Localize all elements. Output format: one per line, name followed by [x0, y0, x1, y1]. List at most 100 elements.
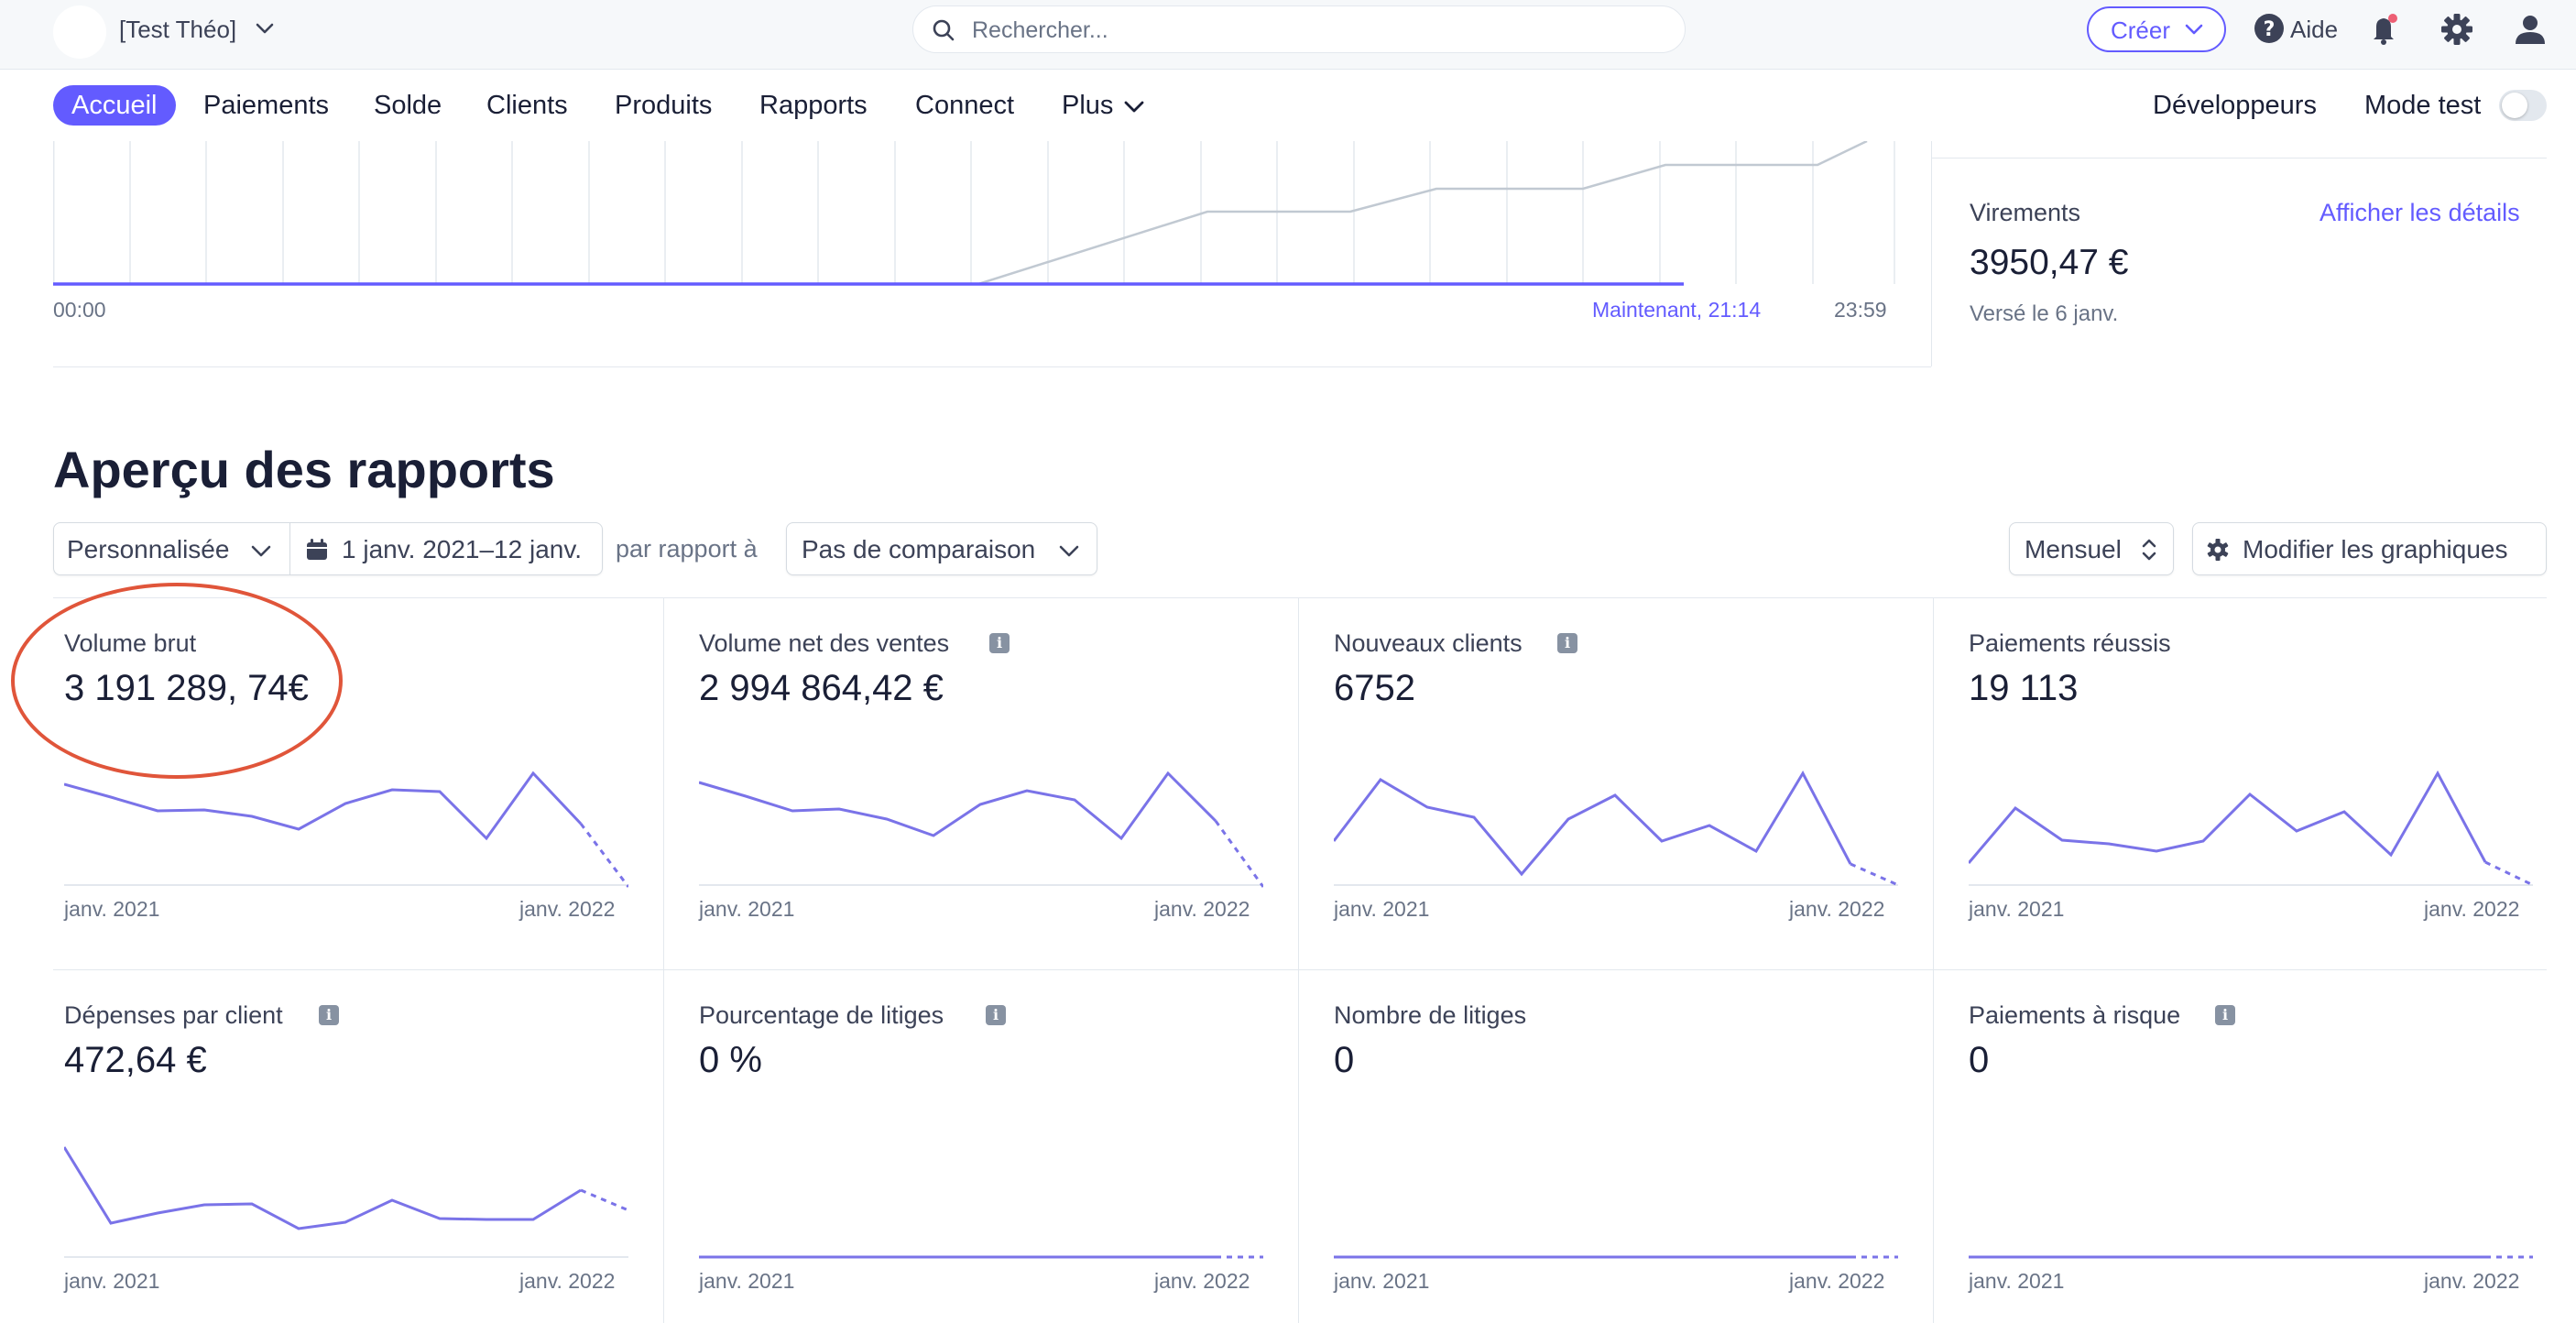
axis-end-label: janv. 2022 [1789, 897, 1885, 921]
card-value: 6752 [1334, 668, 1415, 708]
nav-item-accueil[interactable]: Accueil [53, 85, 176, 126]
panel-divider [1931, 141, 1932, 366]
transfers-value: 3950,47 € [1970, 243, 2129, 282]
interval-select[interactable]: Mensuel [2009, 522, 2174, 575]
nav-item-paiements[interactable]: Paiements [203, 91, 330, 120]
nav-item-produits[interactable]: Produits [615, 91, 713, 120]
card-value: 2 994 864,42 € [699, 668, 944, 708]
notifications-bell-icon[interactable] [2369, 13, 2400, 46]
nav-item-clients[interactable]: Clients [486, 91, 568, 120]
card-value: 0 [1334, 1040, 1355, 1080]
sparkline-chart [64, 771, 628, 888]
help-icon[interactable]: ? [2254, 13, 2285, 44]
sparkline-chart [1969, 770, 2533, 887]
card-value: 0 [1969, 1040, 1990, 1080]
create-button[interactable]: Créer [2087, 6, 2226, 52]
test-mode-label: Mode test [2364, 91, 2482, 120]
card-title: Dépenses par client [64, 1001, 283, 1029]
date-range-picker[interactable]: 1 janv. 2021–12 janv. [342, 535, 583, 563]
calendar-icon [307, 539, 327, 560]
search-icon [933, 19, 955, 41]
nav-item-rapports[interactable]: Rapports [759, 91, 868, 120]
card-value: 19 113 [1969, 668, 2079, 708]
card-title: Nouveaux clients [1334, 629, 1523, 657]
today-chart-gridlines [53, 141, 1895, 284]
card-value: 3 191 289, 74€ [64, 668, 309, 708]
axis-start-label: janv. 2021 [1969, 1269, 2065, 1293]
account-avatar[interactable] [53, 5, 106, 59]
axis-end-label: janv. 2022 [2424, 1269, 2520, 1293]
comparison-line [53, 141, 1868, 286]
help-label[interactable]: Aide [2290, 16, 2339, 43]
developers-link[interactable]: Développeurs [2153, 91, 2317, 120]
today-axis-now: Maintenant, 21:14 [1592, 298, 1762, 322]
today-volume-chart [53, 141, 1895, 286]
sparkline-chart [1334, 1255, 1898, 1259]
axis-start-label: janv. 2021 [699, 897, 795, 921]
compare-select[interactable]: Pas de comparaison [786, 522, 1097, 575]
edit-charts-button[interactable]: Modifier les graphiques [2192, 522, 2547, 575]
cards-column-divider [1298, 597, 1299, 1323]
chevron-down-icon[interactable] [255, 20, 275, 37]
axis-start-label: janv. 2021 [1969, 897, 2065, 921]
compare-label: par rapport à [616, 535, 758, 563]
axis-start-label: janv. 2021 [64, 897, 160, 921]
chevron-down-icon [1059, 545, 1079, 557]
compare-select-value: Pas de comparaison [802, 535, 1036, 563]
axis-end-label: janv. 2022 [1154, 1269, 1250, 1293]
info-icon[interactable]: i [2215, 1005, 2235, 1025]
today-axis-end: 23:59 [1834, 298, 1887, 322]
chevron-down-icon [251, 545, 271, 557]
card-value: 472,64 € [64, 1040, 207, 1080]
sparkline-chart [699, 771, 1263, 888]
axis-start-label: janv. 2021 [699, 1269, 795, 1293]
card-title: Paiements réussis [1969, 629, 2171, 657]
axis-end-label: janv. 2022 [519, 1269, 616, 1293]
account-name[interactable]: [Test Théo] [119, 16, 237, 43]
info-icon[interactable]: i [319, 1005, 339, 1025]
axis-start-label: janv. 2021 [1334, 897, 1430, 921]
gear-icon[interactable] [2440, 13, 2473, 46]
create-button-label: Créer [2111, 16, 2171, 44]
card-value: 0 % [699, 1040, 762, 1080]
info-icon[interactable]: i [1557, 633, 1577, 653]
nav-item-solde[interactable]: Solde [374, 91, 442, 120]
interval-select-value: Mensuel [2025, 535, 2122, 563]
card-title: Volume brut [64, 629, 197, 657]
up-down-chevron-icon [2142, 539, 2156, 561]
cards-column-divider [663, 597, 664, 1323]
search-input[interactable]: Rechercher... [912, 5, 1686, 53]
card-title: Nombre de litiges [1334, 1001, 1527, 1029]
edit-charts-label: Modifier les graphiques [2243, 535, 2508, 563]
nav-item-plus[interactable]: Plus [1062, 91, 1114, 120]
section-divider [53, 366, 1931, 367]
search-placeholder: Rechercher... [972, 17, 1108, 43]
period-select[interactable]: Personnalisée [67, 535, 230, 563]
card-title: Volume net des ventes [699, 629, 950, 657]
chevron-down-icon [2185, 24, 2203, 35]
gear-icon [2207, 539, 2229, 561]
svg-text:?: ? [2264, 18, 2276, 41]
nav-item-connect[interactable]: Connect [915, 91, 1015, 120]
card-title: Pourcentage de litiges [699, 1001, 944, 1029]
period-filter: Personnalisée 1 janv. 2021–12 janv. [53, 522, 603, 575]
card-title: Paiements à risque [1969, 1001, 2181, 1029]
transfers-details-link[interactable]: Afficher les détails [2319, 199, 2520, 226]
filter-separator [289, 522, 290, 575]
transfers-title: Virements [1970, 199, 2081, 226]
chevron-down-icon[interactable] [1123, 97, 1145, 115]
user-profile-icon[interactable] [2512, 11, 2549, 48]
today-axis-start: 00:00 [53, 298, 106, 322]
axis-end-label: janv. 2022 [1789, 1269, 1885, 1293]
axis-start-label: janv. 2021 [1334, 1269, 1430, 1293]
transfers-subtitle: Versé le 6 janv. [1970, 301, 2119, 326]
info-icon[interactable]: i [989, 633, 1010, 653]
sparkline-chart [1334, 770, 1898, 887]
axis-end-label: janv. 2022 [1154, 897, 1250, 921]
cards-row-divider [53, 969, 2547, 970]
info-icon[interactable]: i [986, 1005, 1006, 1025]
sparkline-chart [699, 1255, 1263, 1259]
sparkline-chart [64, 1146, 628, 1258]
top-bar: [Test Théo] Rechercher... Créer ? Aide [0, 0, 2576, 70]
test-mode-toggle[interactable] [2499, 90, 2547, 121]
